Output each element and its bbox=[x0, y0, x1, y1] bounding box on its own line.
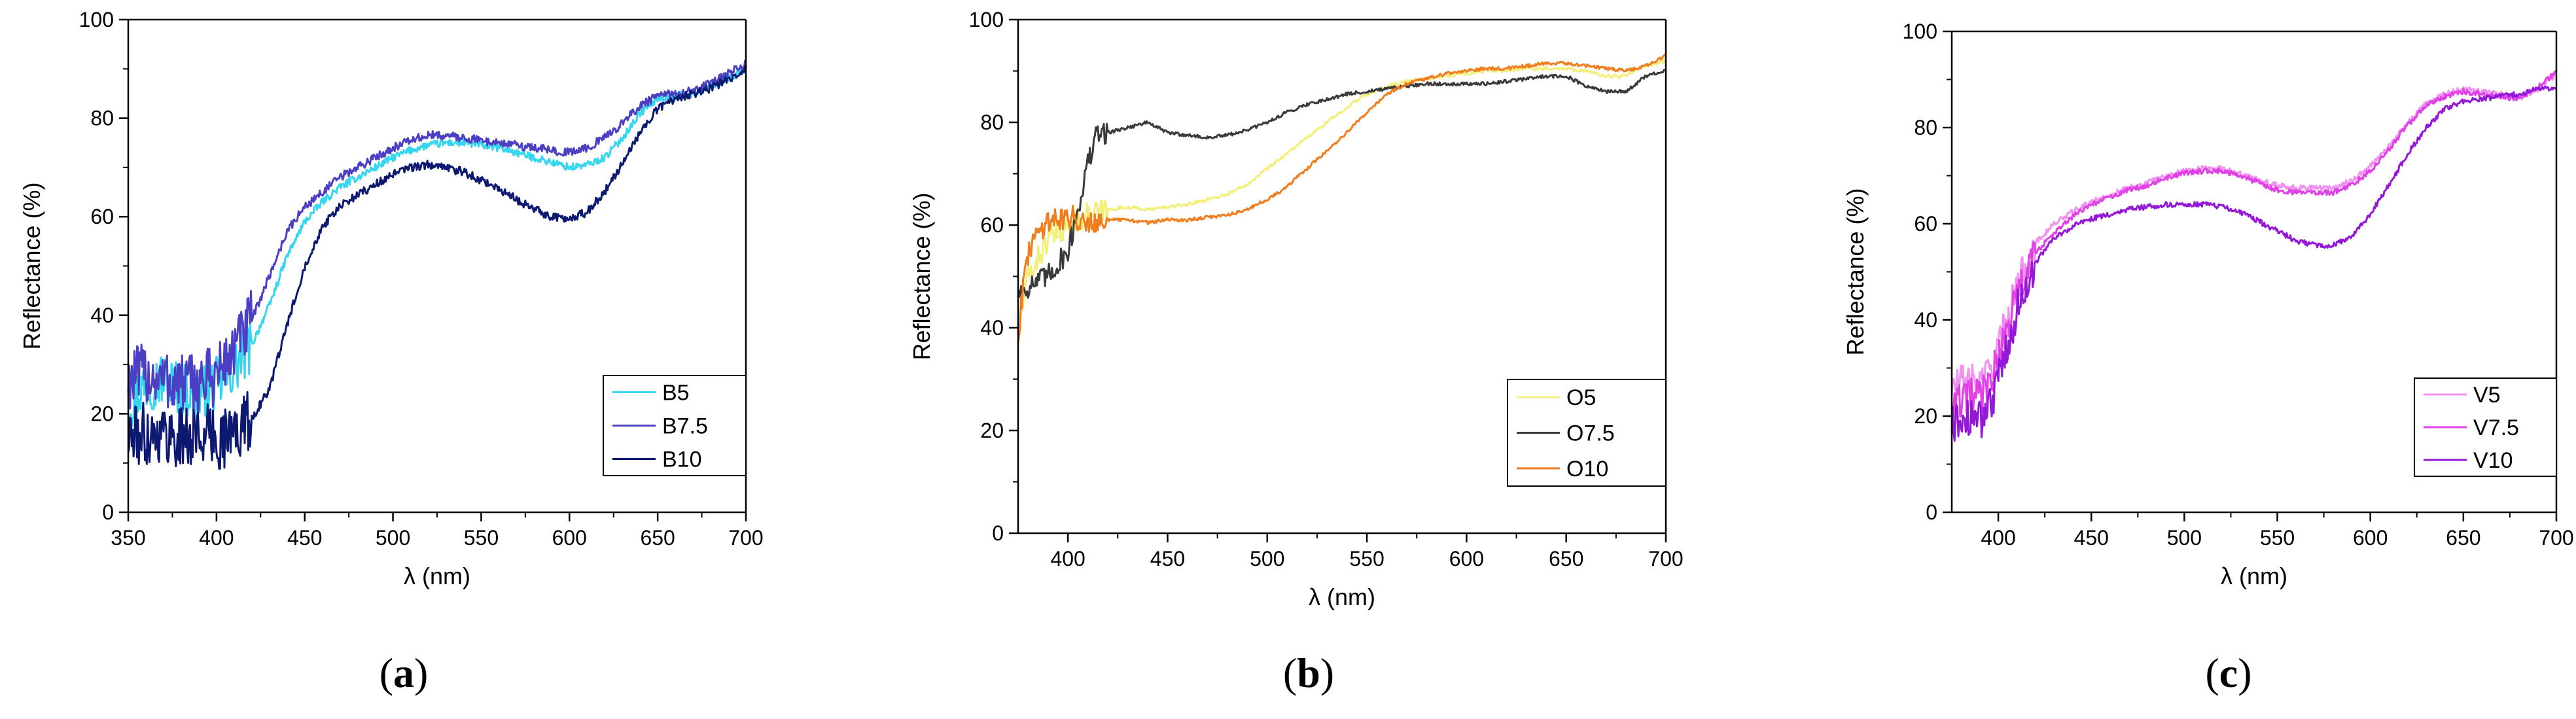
legend-label-B7.5: B7.5 bbox=[662, 414, 708, 439]
legend-label-O5: O5 bbox=[1566, 385, 1596, 410]
x-tick-label: 600 bbox=[1449, 547, 1484, 570]
legend-label-V5: V5 bbox=[2473, 383, 2501, 408]
series-line-O10 bbox=[1017, 54, 1667, 343]
x-tick-label: 600 bbox=[552, 526, 587, 550]
y-tick-label: 40 bbox=[1914, 308, 1937, 332]
y-tick-label: 100 bbox=[79, 8, 114, 31]
series-line-O7.5 bbox=[1017, 69, 1667, 299]
legend-label-V7.5: V7.5 bbox=[2473, 415, 2519, 440]
y-tick-label: 60 bbox=[980, 213, 1004, 237]
legend-label-B10: B10 bbox=[662, 447, 702, 472]
x-tick-label: 650 bbox=[1549, 547, 1583, 570]
x-axis-label: λ (nm) bbox=[2221, 563, 2287, 589]
y-tick-label: 100 bbox=[969, 8, 1004, 31]
x-tick-label: 400 bbox=[199, 526, 234, 550]
x-tick-label: 450 bbox=[1150, 547, 1185, 570]
x-tick-label: 400 bbox=[1050, 547, 1085, 570]
x-tick-label: 600 bbox=[2353, 526, 2388, 550]
legend: V5 V7.5 V10 bbox=[2414, 377, 2557, 477]
series-line-V5 bbox=[1950, 73, 2557, 402]
series-line-B5 bbox=[127, 65, 747, 427]
legend-label-O7.5: O7.5 bbox=[1566, 421, 1615, 446]
y-tick-label: 20 bbox=[90, 402, 114, 425]
y-axis-label: Reflectance (%) bbox=[1842, 188, 1869, 355]
legend-label-O10: O10 bbox=[1566, 457, 1608, 482]
x-tick-label: 700 bbox=[2539, 526, 2573, 550]
x-tick-label: 550 bbox=[464, 526, 499, 550]
y-tick-label: 40 bbox=[90, 304, 114, 327]
y-tick-label: 0 bbox=[1926, 500, 1937, 524]
panel-label: (a) bbox=[379, 650, 429, 696]
y-tick-label: 0 bbox=[102, 500, 114, 524]
x-tick-label: 700 bbox=[728, 526, 763, 550]
chart-panel-a: 0 20 40 60 80 100 350 400 450 500 550 600 650 700 λ (n… bbox=[18, 8, 764, 696]
series-group bbox=[1017, 54, 1667, 343]
x-axis-label: λ (nm) bbox=[404, 563, 470, 589]
y-tick-label: 40 bbox=[980, 316, 1004, 340]
y-axis-label: Reflectance (%) bbox=[18, 182, 45, 349]
x-tick-label: 700 bbox=[1648, 547, 1683, 570]
y-tick-label: 80 bbox=[90, 107, 114, 130]
series-line-V7.5 bbox=[1950, 69, 2558, 425]
x-tick-label: 400 bbox=[1981, 526, 2015, 550]
series-line-V10 bbox=[1950, 86, 2558, 442]
y-axis-label: Reflectance (%) bbox=[908, 192, 935, 360]
legend: B5 B7.5 B10 bbox=[603, 375, 747, 476]
series-line-O5 bbox=[1017, 58, 1667, 334]
y-tick-label: 80 bbox=[1914, 116, 1937, 139]
chart-panel-c: 0 20 40 60 80 100 400 450 500 550 600 650 700 λ (nm) R… bbox=[1842, 20, 2574, 696]
series-line-B7.5 bbox=[127, 60, 747, 415]
x-tick-label: 500 bbox=[376, 526, 410, 550]
y-tick-label: 100 bbox=[1903, 20, 1937, 43]
x-tick-label: 500 bbox=[1250, 547, 1284, 570]
chart-panel-b: 0 20 40 60 80 100 400 450 500 550 600 650 700 λ (nm) R… bbox=[908, 8, 1684, 696]
y-tick-label: 80 bbox=[980, 111, 1004, 134]
x-tick-label: 650 bbox=[2446, 526, 2480, 550]
y-tick-label: 60 bbox=[1914, 212, 1937, 236]
x-tick-label: 350 bbox=[111, 526, 145, 550]
series-line-B10 bbox=[127, 65, 747, 470]
legend-label-B5: B5 bbox=[662, 381, 690, 406]
x-axis-label: λ (nm) bbox=[1309, 584, 1375, 610]
x-tick-label: 650 bbox=[640, 526, 675, 550]
x-tick-label: 500 bbox=[2167, 526, 2202, 550]
y-tick-label: 20 bbox=[980, 419, 1004, 442]
y-tick-label: 60 bbox=[90, 205, 114, 228]
x-tick-label: 450 bbox=[287, 526, 322, 550]
legend-label-V10: V10 bbox=[2473, 448, 2513, 473]
y-tick-label: 0 bbox=[992, 521, 1004, 545]
y-tick-label: 20 bbox=[1914, 404, 1937, 428]
panel-label: (c) bbox=[2205, 650, 2251, 696]
x-tick-label: 550 bbox=[1349, 547, 1384, 570]
series-group bbox=[1950, 69, 2558, 442]
legend: O5 O7.5 O10 bbox=[1507, 379, 1667, 487]
x-tick-label: 450 bbox=[2074, 526, 2109, 550]
series-group bbox=[127, 60, 747, 470]
x-tick-label: 550 bbox=[2260, 526, 2295, 550]
panel-label: (b) bbox=[1283, 650, 1334, 696]
